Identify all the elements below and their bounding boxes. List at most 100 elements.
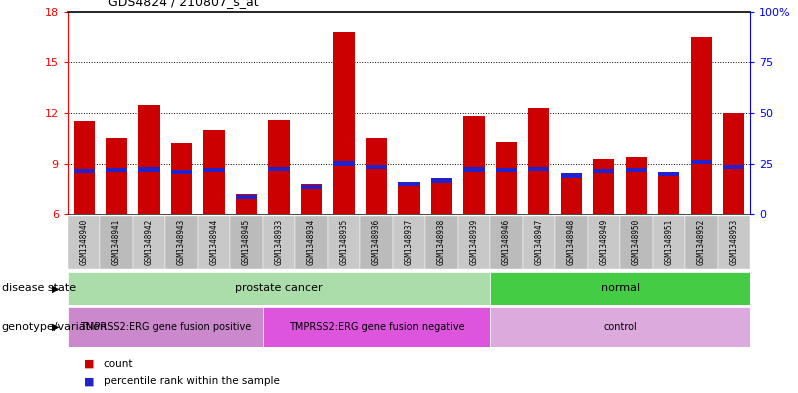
Text: ■: ■ <box>84 376 94 386</box>
Bar <box>523 216 555 269</box>
Bar <box>263 216 295 269</box>
Text: prostate cancer: prostate cancer <box>235 283 323 294</box>
Bar <box>490 216 523 269</box>
Bar <box>334 32 354 214</box>
Bar <box>723 165 745 169</box>
Bar <box>366 165 387 169</box>
Bar <box>723 113 745 214</box>
Text: disease state: disease state <box>2 283 76 294</box>
Bar <box>73 169 95 173</box>
Bar <box>68 307 263 347</box>
Text: GSM1348952: GSM1348952 <box>697 219 706 265</box>
Bar <box>231 216 263 269</box>
Text: GSM1348945: GSM1348945 <box>242 219 251 265</box>
Text: GSM1348936: GSM1348936 <box>372 219 381 265</box>
Text: GSM1348939: GSM1348939 <box>469 219 479 265</box>
Bar <box>198 216 231 269</box>
Text: GSM1348951: GSM1348951 <box>665 219 674 265</box>
Text: GSM1348947: GSM1348947 <box>535 219 543 265</box>
Bar <box>171 170 192 174</box>
Bar <box>360 216 393 269</box>
Bar <box>171 143 192 214</box>
Bar <box>555 216 587 269</box>
Bar <box>268 167 290 171</box>
Bar <box>263 307 490 347</box>
Text: GSM1348943: GSM1348943 <box>177 219 186 265</box>
Bar <box>398 182 420 214</box>
Text: GSM1348944: GSM1348944 <box>210 219 219 265</box>
Bar <box>425 216 458 269</box>
Text: GDS4824 / 210807_s_at: GDS4824 / 210807_s_at <box>108 0 259 8</box>
Text: GSM1348946: GSM1348946 <box>502 219 511 265</box>
Bar <box>685 216 717 269</box>
Bar <box>139 167 160 172</box>
Bar <box>691 37 712 214</box>
Bar <box>132 216 165 269</box>
Bar <box>496 141 517 214</box>
Text: GSM1348949: GSM1348949 <box>599 219 608 265</box>
Bar <box>464 167 484 172</box>
Bar <box>334 162 354 166</box>
Bar <box>393 216 425 269</box>
Bar <box>139 105 160 214</box>
Text: GSM1348953: GSM1348953 <box>729 219 738 265</box>
Text: GSM1348934: GSM1348934 <box>307 219 316 265</box>
Bar <box>398 182 420 186</box>
Text: control: control <box>603 322 637 332</box>
Bar <box>490 307 750 347</box>
Bar <box>653 216 685 269</box>
Text: count: count <box>104 358 133 369</box>
Bar <box>431 179 452 214</box>
Bar <box>658 175 679 214</box>
Bar <box>203 130 224 214</box>
Bar <box>295 216 328 269</box>
Text: GSM1348935: GSM1348935 <box>339 219 349 265</box>
Text: GSM1348937: GSM1348937 <box>405 219 413 265</box>
Text: GSM1348933: GSM1348933 <box>275 219 283 265</box>
Text: TMPRSS2:ERG gene fusion positive: TMPRSS2:ERG gene fusion positive <box>80 322 251 332</box>
Bar <box>236 195 257 199</box>
Bar <box>587 216 620 269</box>
Bar <box>528 108 550 214</box>
Text: GSM1348950: GSM1348950 <box>632 219 641 265</box>
Bar <box>528 167 550 171</box>
Bar <box>165 216 198 269</box>
Text: GSM1348948: GSM1348948 <box>567 219 576 265</box>
Bar <box>496 168 517 173</box>
Text: GSM1348941: GSM1348941 <box>112 219 121 265</box>
Bar <box>366 138 387 214</box>
Bar <box>626 157 647 214</box>
Text: genotype/variation: genotype/variation <box>2 322 108 332</box>
Bar <box>717 216 750 269</box>
Bar <box>106 168 127 173</box>
Bar <box>68 216 101 269</box>
Text: GSM1348938: GSM1348938 <box>437 219 446 265</box>
Bar <box>301 185 322 189</box>
Text: percentile rank within the sample: percentile rank within the sample <box>104 376 279 386</box>
Text: GSM1348942: GSM1348942 <box>144 219 153 265</box>
Bar <box>101 216 132 269</box>
Text: ▶: ▶ <box>53 283 60 294</box>
Bar <box>464 116 484 214</box>
Bar <box>328 216 360 269</box>
Bar <box>73 121 95 214</box>
Bar <box>561 173 582 178</box>
Bar <box>301 184 322 214</box>
Bar <box>68 272 490 305</box>
Bar <box>691 160 712 164</box>
Text: ■: ■ <box>84 358 94 369</box>
Bar <box>561 177 582 214</box>
Bar <box>236 194 257 214</box>
Bar <box>490 272 750 305</box>
Bar <box>458 216 490 269</box>
Bar <box>594 169 614 173</box>
Bar <box>431 178 452 183</box>
Bar <box>268 120 290 214</box>
Text: GSM1348940: GSM1348940 <box>80 219 89 265</box>
Bar <box>620 216 653 269</box>
Bar <box>626 168 647 173</box>
Bar <box>658 172 679 176</box>
Text: normal: normal <box>601 283 640 294</box>
Bar <box>203 168 224 173</box>
Text: ▶: ▶ <box>53 322 60 332</box>
